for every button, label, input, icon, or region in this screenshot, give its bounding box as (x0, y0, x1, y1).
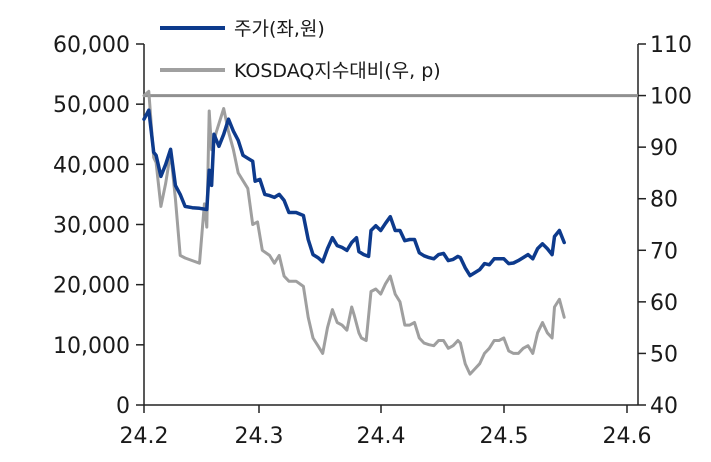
y-right-tick-label: 70 (650, 239, 678, 264)
y-right-tick-label: 110 (650, 33, 692, 58)
y-left-tick-label: 60,000 (53, 33, 130, 58)
legend-label-stock-price: 주가(좌,원) (234, 18, 325, 40)
series-line-kosdaq-relative (142, 89, 566, 376)
y-right-tick-label: 60 (650, 291, 678, 316)
y-right-tick-label: 40 (650, 394, 678, 419)
y-right-tick-label: 80 (650, 188, 678, 213)
y-right-tick-label: 100 (650, 85, 692, 110)
x-tick-label: 24.3 (235, 424, 284, 449)
y-left-tick-label: 0 (116, 394, 130, 419)
x-tick-label: 24.4 (357, 424, 406, 449)
y-right-tick-label: 90 (650, 136, 678, 161)
y-left-tick-label: 20,000 (53, 274, 130, 299)
legend: 주가(좌,원) KOSDAQ지수대비(우, p) (160, 18, 441, 82)
x-tick-label: 24.2 (120, 424, 169, 449)
y-left-tick-label: 10,000 (53, 334, 130, 359)
y-left-tick-label: 30,000 (53, 214, 130, 239)
x-tick-label: 24.5 (480, 424, 529, 449)
y-left-tick-label: 40,000 (53, 153, 130, 178)
axes: 0 10,000 20,000 30,000 40,000 50,000 60,000 40 5… (53, 33, 692, 449)
series-line-stock-price (142, 108, 566, 278)
legend-label-kosdaq-relative: KOSDAQ지수대비(우, p) (234, 60, 441, 82)
series-group (142, 89, 566, 376)
x-tick-label: 24.6 (603, 424, 652, 449)
y-right-tick-label: 50 (650, 342, 678, 367)
y-left-tick-label: 50,000 (53, 93, 130, 118)
